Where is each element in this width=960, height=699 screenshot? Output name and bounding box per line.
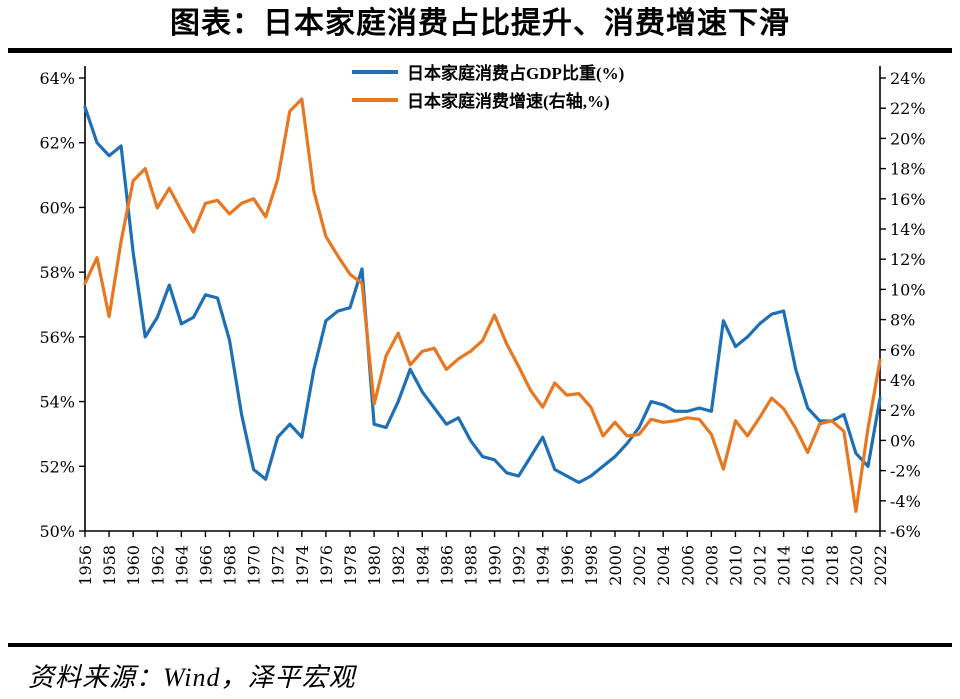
svg-text:1964: 1964 bbox=[172, 545, 191, 586]
svg-text:8%: 8% bbox=[890, 311, 915, 330]
svg-text:1968: 1968 bbox=[221, 545, 240, 586]
consumption-chart: 50% 52% 54% 56% 58% 60% 62% 64% -6% -4% -2% 0% 2% 4% 6… bbox=[39, 66, 926, 586]
chart-legend: 日本家庭消费占GDP比重(%) 日本家庭消费增速(右轴,%) bbox=[352, 59, 624, 112]
svg-text:14%: 14% bbox=[890, 220, 926, 239]
svg-text:1982: 1982 bbox=[389, 545, 408, 586]
svg-text:1986: 1986 bbox=[437, 545, 456, 586]
svg-text:0%: 0% bbox=[890, 431, 915, 450]
page-title: 图表：日本家庭消费占比提升、消费增速下滑 bbox=[170, 7, 790, 40]
svg-text:-2%: -2% bbox=[890, 462, 921, 481]
svg-text:-6%: -6% bbox=[890, 522, 921, 541]
svg-text:2008: 2008 bbox=[702, 545, 721, 586]
svg-text:18%: 18% bbox=[890, 160, 926, 179]
svg-text:1962: 1962 bbox=[148, 545, 167, 586]
legend-item-gdp-share: 日本家庭消费占GDP比重(%) bbox=[352, 59, 624, 84]
svg-text:1990: 1990 bbox=[486, 545, 505, 586]
svg-text:2022: 2022 bbox=[871, 545, 890, 586]
svg-text:1960: 1960 bbox=[124, 545, 143, 586]
svg-text:1978: 1978 bbox=[341, 545, 360, 586]
top-divider bbox=[8, 48, 952, 53]
svg-text:1972: 1972 bbox=[269, 545, 288, 586]
svg-text:1974: 1974 bbox=[293, 545, 312, 586]
svg-text:1992: 1992 bbox=[510, 545, 529, 586]
svg-text:2006: 2006 bbox=[678, 545, 697, 586]
orange-line-swatch-icon bbox=[352, 97, 399, 102]
svg-text:16%: 16% bbox=[890, 190, 926, 209]
svg-text:1956: 1956 bbox=[76, 545, 95, 586]
svg-text:4%: 4% bbox=[890, 371, 915, 390]
svg-text:2014: 2014 bbox=[775, 545, 794, 586]
svg-text:1976: 1976 bbox=[317, 545, 336, 586]
svg-text:2020: 2020 bbox=[847, 545, 866, 586]
source-text: 资料来源：Wind，泽平宏观 bbox=[28, 663, 356, 692]
svg-text:64%: 64% bbox=[39, 69, 75, 88]
svg-text:2016: 2016 bbox=[799, 545, 818, 586]
svg-text:10%: 10% bbox=[890, 280, 926, 299]
svg-text:1966: 1966 bbox=[196, 545, 215, 586]
svg-text:2000: 2000 bbox=[606, 545, 625, 586]
svg-text:1984: 1984 bbox=[413, 545, 432, 586]
svg-text:1988: 1988 bbox=[461, 545, 480, 586]
svg-text:2%: 2% bbox=[890, 401, 915, 420]
svg-text:2018: 2018 bbox=[823, 545, 842, 586]
chart-area: 50% 52% 54% 56% 58% 60% 62% 64% -6% -4% -2% 0% 2% 4% 6… bbox=[0, 53, 960, 641]
svg-text:1958: 1958 bbox=[100, 545, 119, 586]
svg-text:2002: 2002 bbox=[630, 545, 649, 586]
svg-text:1998: 1998 bbox=[582, 545, 601, 586]
svg-text:24%: 24% bbox=[890, 69, 926, 88]
svg-text:12%: 12% bbox=[890, 250, 926, 269]
svg-text:54%: 54% bbox=[39, 393, 75, 412]
svg-text:1994: 1994 bbox=[534, 545, 553, 586]
blue-line-swatch-icon bbox=[352, 69, 399, 74]
svg-text:52%: 52% bbox=[39, 457, 75, 476]
svg-text:2010: 2010 bbox=[726, 545, 745, 586]
svg-text:-4%: -4% bbox=[890, 492, 921, 511]
svg-text:1970: 1970 bbox=[245, 545, 264, 586]
svg-text:22%: 22% bbox=[890, 99, 926, 118]
svg-text:20%: 20% bbox=[890, 129, 926, 148]
legend-label-growth: 日本家庭消费增速(右轴,%) bbox=[407, 92, 610, 111]
svg-text:2004: 2004 bbox=[654, 545, 673, 586]
svg-text:58%: 58% bbox=[39, 263, 75, 282]
svg-text:62%: 62% bbox=[39, 134, 75, 153]
svg-text:1996: 1996 bbox=[558, 545, 577, 586]
legend-label-gdp-share: 日本家庭消费占GDP比重(%) bbox=[407, 64, 625, 83]
bottom-divider bbox=[8, 643, 952, 647]
svg-text:60%: 60% bbox=[39, 198, 75, 217]
svg-text:56%: 56% bbox=[39, 328, 75, 347]
svg-text:6%: 6% bbox=[890, 341, 915, 360]
legend-item-growth: 日本家庭消费增速(右轴,%) bbox=[352, 87, 610, 112]
svg-text:2012: 2012 bbox=[751, 545, 770, 586]
svg-text:50%: 50% bbox=[39, 522, 75, 541]
svg-text:1980: 1980 bbox=[365, 545, 384, 586]
